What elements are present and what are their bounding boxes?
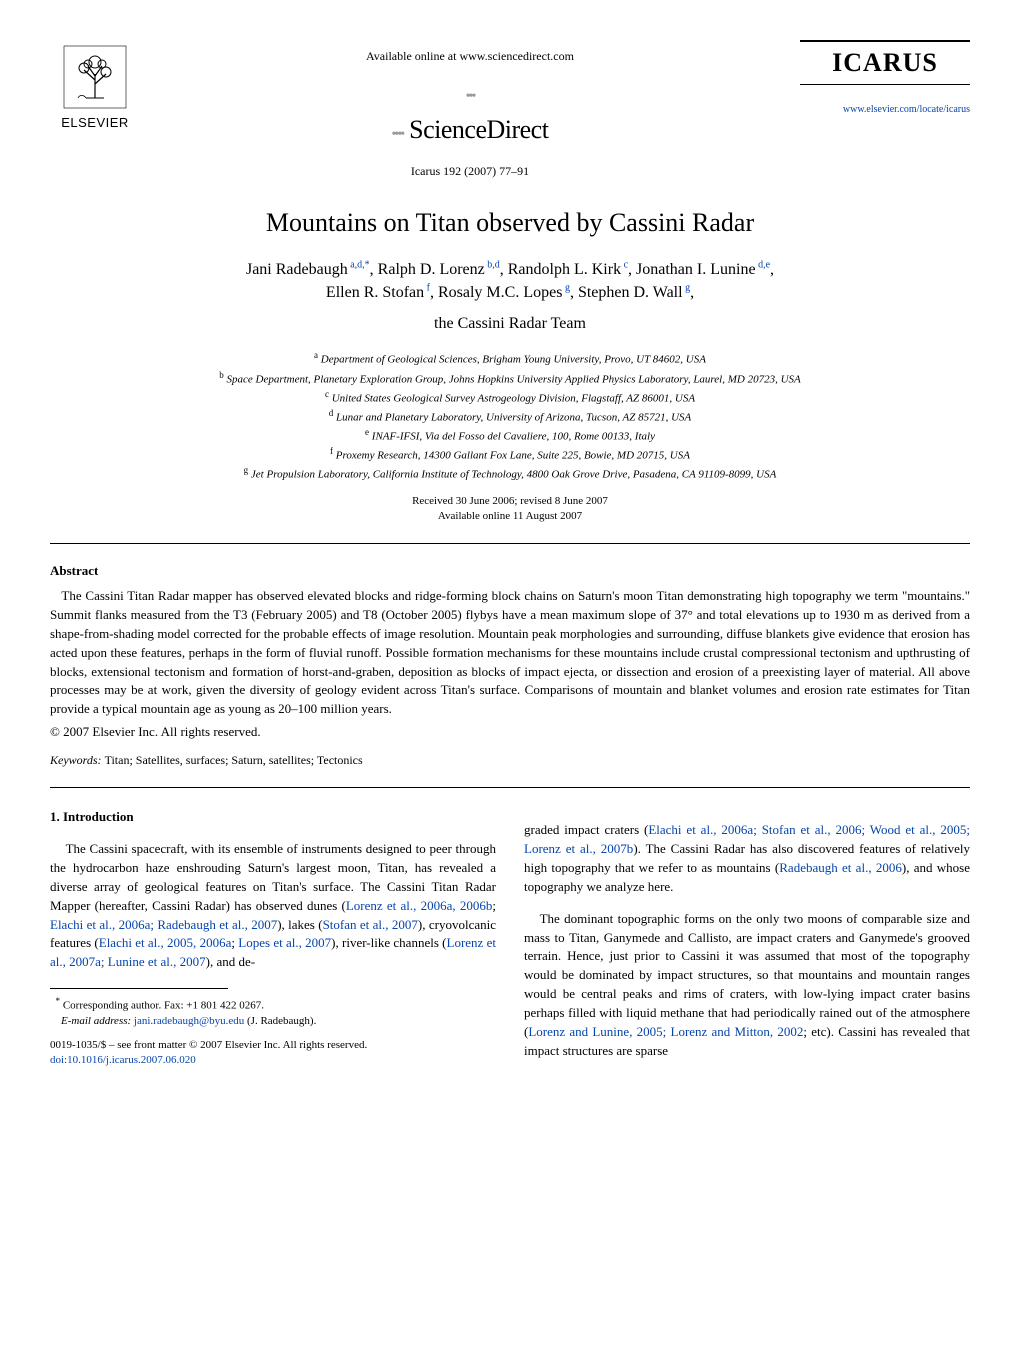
affil-sup: a,d,*: [348, 260, 370, 271]
affil-sup: f: [424, 283, 430, 294]
journal-block: ICARUS www.elsevier.com/locate/icarus: [800, 40, 970, 117]
copyright-line: © 2007 Elsevier Inc. All rights reserved…: [50, 723, 970, 742]
right-column: graded impact craters (Elachi et al., 20…: [524, 808, 970, 1069]
keywords-label: Keywords:: [50, 753, 102, 767]
corresponding-footnote: * Corresponding author. Fax: +1 801 422 …: [50, 995, 496, 1029]
citation-link[interactable]: Elachi et al., 2005, 2006a: [99, 935, 232, 950]
keywords-values: Titan; Satellites, surfaces; Saturn, sat…: [105, 753, 363, 767]
abstract-text: The Cassini Titan Radar mapper has obser…: [50, 588, 970, 716]
citation-link[interactable]: Elachi et al., 2006a; Radebaugh et al., …: [50, 917, 277, 932]
journal-reference: Icarus 192 (2007) 77–91: [140, 163, 800, 180]
body-text: ), river-like channels (: [331, 935, 446, 950]
affiliations: a Department of Geological Sciences, Bri…: [50, 349, 970, 483]
body-text: ), lakes (: [277, 917, 322, 932]
divider: [50, 787, 970, 788]
publisher-name: ELSEVIER: [50, 114, 140, 133]
author-list: Jani Radebaugh a,d,*, Ralph D. Lorenz b,…: [50, 258, 970, 304]
body-text: The dominant topographic forms on the on…: [524, 911, 970, 1039]
page-header: ELSEVIER Available online at www.science…: [50, 40, 970, 180]
online-date: Available online 11 August 2007: [50, 509, 970, 525]
abstract-heading: Abstract: [50, 562, 970, 581]
publisher-logo: ELSEVIER: [50, 40, 140, 133]
body-text: graded impact craters (: [524, 822, 648, 837]
doi-link[interactable]: doi:10.1016/j.icarus.2007.06.020: [50, 1054, 196, 1066]
affil-d: Lunar and Planetary Laboratory, Universi…: [336, 412, 691, 424]
body-text: ), and de-: [206, 954, 255, 969]
affil-sup: c: [621, 260, 628, 271]
intro-paragraph-1: The Cassini spacecraft, with its ensembl…: [50, 840, 496, 972]
intro-paragraph-2: The dominant topographic forms on the on…: [524, 910, 970, 1061]
affil-sup: g: [562, 283, 570, 294]
corr-author-text: Corresponding author. Fax: +1 801 422 02…: [63, 1000, 264, 1012]
email-tail: (J. Radebaugh).: [244, 1015, 316, 1027]
affil-a: Department of Geological Sciences, Brigh…: [321, 354, 706, 366]
abstract-body: The Cassini Titan Radar mapper has obser…: [50, 587, 970, 719]
affil-e: INAF-IFSI, Via del Fosso del Cavaliere, …: [372, 431, 655, 443]
article-title: Mountains on Titan observed by Cassini R…: [50, 204, 970, 242]
citation-link[interactable]: Lorenz et al., 2006a, 2006b: [346, 898, 493, 913]
section-heading: 1. Introduction: [50, 808, 496, 827]
affil-sup: g: [683, 283, 691, 294]
body-columns: 1. Introduction The Cassini spacecraft, …: [50, 808, 970, 1069]
received-date: Received 30 June 2006; revised 8 June 20…: [50, 494, 970, 510]
left-column: 1. Introduction The Cassini spacecraft, …: [50, 808, 496, 1069]
affil-f: Proxemy Research, 14300 Gallant Fox Lane…: [336, 450, 690, 462]
sciencedirect-text: ScienceDirect: [409, 115, 548, 144]
email-link[interactable]: jani.radebaugh@byu.edu: [134, 1015, 244, 1027]
footnote-divider: [50, 988, 228, 989]
team-line: the Cassini Radar Team: [50, 312, 970, 335]
citation-link[interactable]: Stofan et al., 2007: [323, 917, 418, 932]
affil-b: Space Department, Planetary Exploration …: [226, 373, 800, 385]
journal-title: ICARUS: [800, 40, 970, 85]
email-label: E-mail address:: [61, 1015, 131, 1027]
affil-sup: b,d: [485, 260, 500, 271]
sciencedirect-logo: ••••••• ScienceDirect: [140, 73, 800, 148]
affil-c: United States Geological Survey Astrogeo…: [332, 392, 695, 404]
elsevier-tree-icon: [58, 40, 132, 114]
available-online-text: Available online at www.sciencedirect.co…: [140, 48, 800, 65]
divider: [50, 543, 970, 544]
article-dates: Received 30 June 2006; revised 8 June 20…: [50, 494, 970, 526]
header-center: Available online at www.sciencedirect.co…: [140, 40, 800, 180]
front-matter-text: 0019-1035/$ – see front matter © 2007 El…: [50, 1039, 367, 1051]
front-matter: 0019-1035/$ – see front matter © 2007 El…: [50, 1038, 496, 1070]
citation-link[interactable]: Lopes et al., 2007: [238, 935, 331, 950]
body-text: ;: [492, 898, 496, 913]
citation-link[interactable]: Radebaugh et al., 2006: [779, 860, 902, 875]
intro-paragraph-1-cont: graded impact craters (Elachi et al., 20…: [524, 821, 970, 896]
keywords: Keywords: Titan; Satellites, surfaces; S…: [50, 752, 970, 769]
journal-homepage-link[interactable]: www.elsevier.com/locate/icarus: [800, 103, 970, 118]
affil-g: Jet Propulsion Laboratory, California In…: [251, 469, 776, 481]
affil-sup: d,e: [756, 260, 770, 271]
citation-link[interactable]: Lorenz and Lunine, 2005; Lorenz and Mitt…: [528, 1024, 803, 1039]
